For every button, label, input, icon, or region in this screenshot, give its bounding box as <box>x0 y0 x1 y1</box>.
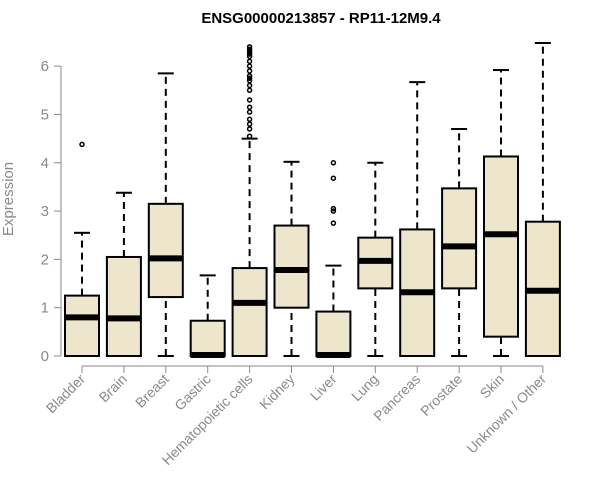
x-tick-label: Bladder <box>43 371 89 417</box>
x-tick-label: Pancreas <box>370 371 423 424</box>
outlier-point <box>246 87 253 94</box>
outlier-point <box>79 141 85 148</box>
y-tick-label: 0 <box>41 348 49 365</box>
y-tick-label: 2 <box>41 251 49 268</box>
outlier-point <box>246 58 253 65</box>
box-body <box>315 310 352 357</box>
box-body <box>64 294 100 358</box>
y-tick-label: 3 <box>41 203 49 220</box>
outlier-point <box>246 116 253 123</box>
box-7 <box>357 161 394 357</box>
outlier-point <box>330 205 337 212</box>
outlier-point <box>246 133 253 139</box>
outlier-point <box>246 63 253 69</box>
x-tick-label: Lung <box>348 371 381 404</box>
outlier-point <box>246 44 253 50</box>
outlier-point <box>246 68 253 74</box>
y-axis: 0 1 2 3 4 5 6 <box>41 58 62 365</box>
box-body <box>147 202 184 299</box>
box-body <box>441 187 478 290</box>
x-tick-label: Prostate <box>417 371 465 419</box>
outlier-point <box>246 104 253 110</box>
box-9 <box>441 127 478 357</box>
outlier-point <box>246 75 253 81</box>
outlier-point <box>246 77 253 84</box>
outlier-point <box>246 97 253 103</box>
box-4 <box>231 44 268 357</box>
box-body <box>273 224 310 309</box>
y-tick-label: 4 <box>41 155 49 172</box>
outlier-point <box>330 220 337 226</box>
outlier-point <box>330 208 337 214</box>
outlier-point <box>246 109 253 115</box>
box-body <box>231 267 268 357</box>
box-3 <box>189 274 226 359</box>
box-5 <box>273 160 310 357</box>
box-body <box>105 255 142 358</box>
outlier-point <box>246 82 253 89</box>
x-tick-label: Unknown / Other <box>463 371 549 457</box>
outlier-point <box>246 126 253 132</box>
x-tick-label: Skin <box>477 371 508 402</box>
x-tick-label: Breast <box>132 371 172 411</box>
box-2 <box>147 72 184 357</box>
outlier-point <box>246 46 253 52</box>
y-tick-label: 5 <box>41 106 49 123</box>
boxes <box>64 41 561 359</box>
x-tick-label: Kidney <box>256 371 298 413</box>
outlier-point <box>246 73 253 79</box>
box-11 <box>524 41 561 357</box>
outlier-point <box>246 51 253 57</box>
box-0 <box>64 141 100 358</box>
box-6 <box>315 160 352 359</box>
box-body <box>189 319 226 357</box>
y-tick-label: 6 <box>41 58 49 75</box>
y-axis-label: Expression <box>0 162 17 236</box>
outlier-point <box>330 175 337 181</box>
box-10 <box>483 69 519 357</box>
chart-title: ENSG00000213857 - RP11-12M9.4 <box>201 10 441 27</box>
box-body <box>483 155 519 338</box>
outlier-point <box>246 48 253 55</box>
box-8 <box>399 81 436 358</box>
outlier-point <box>330 160 337 166</box>
x-tick-label: Brain <box>96 371 130 405</box>
box-1 <box>105 191 142 358</box>
x-tick-label: Liver <box>307 371 340 404</box>
y-tick-label: 1 <box>41 300 49 317</box>
outlier-point <box>246 121 253 127</box>
outlier-point <box>246 53 253 60</box>
